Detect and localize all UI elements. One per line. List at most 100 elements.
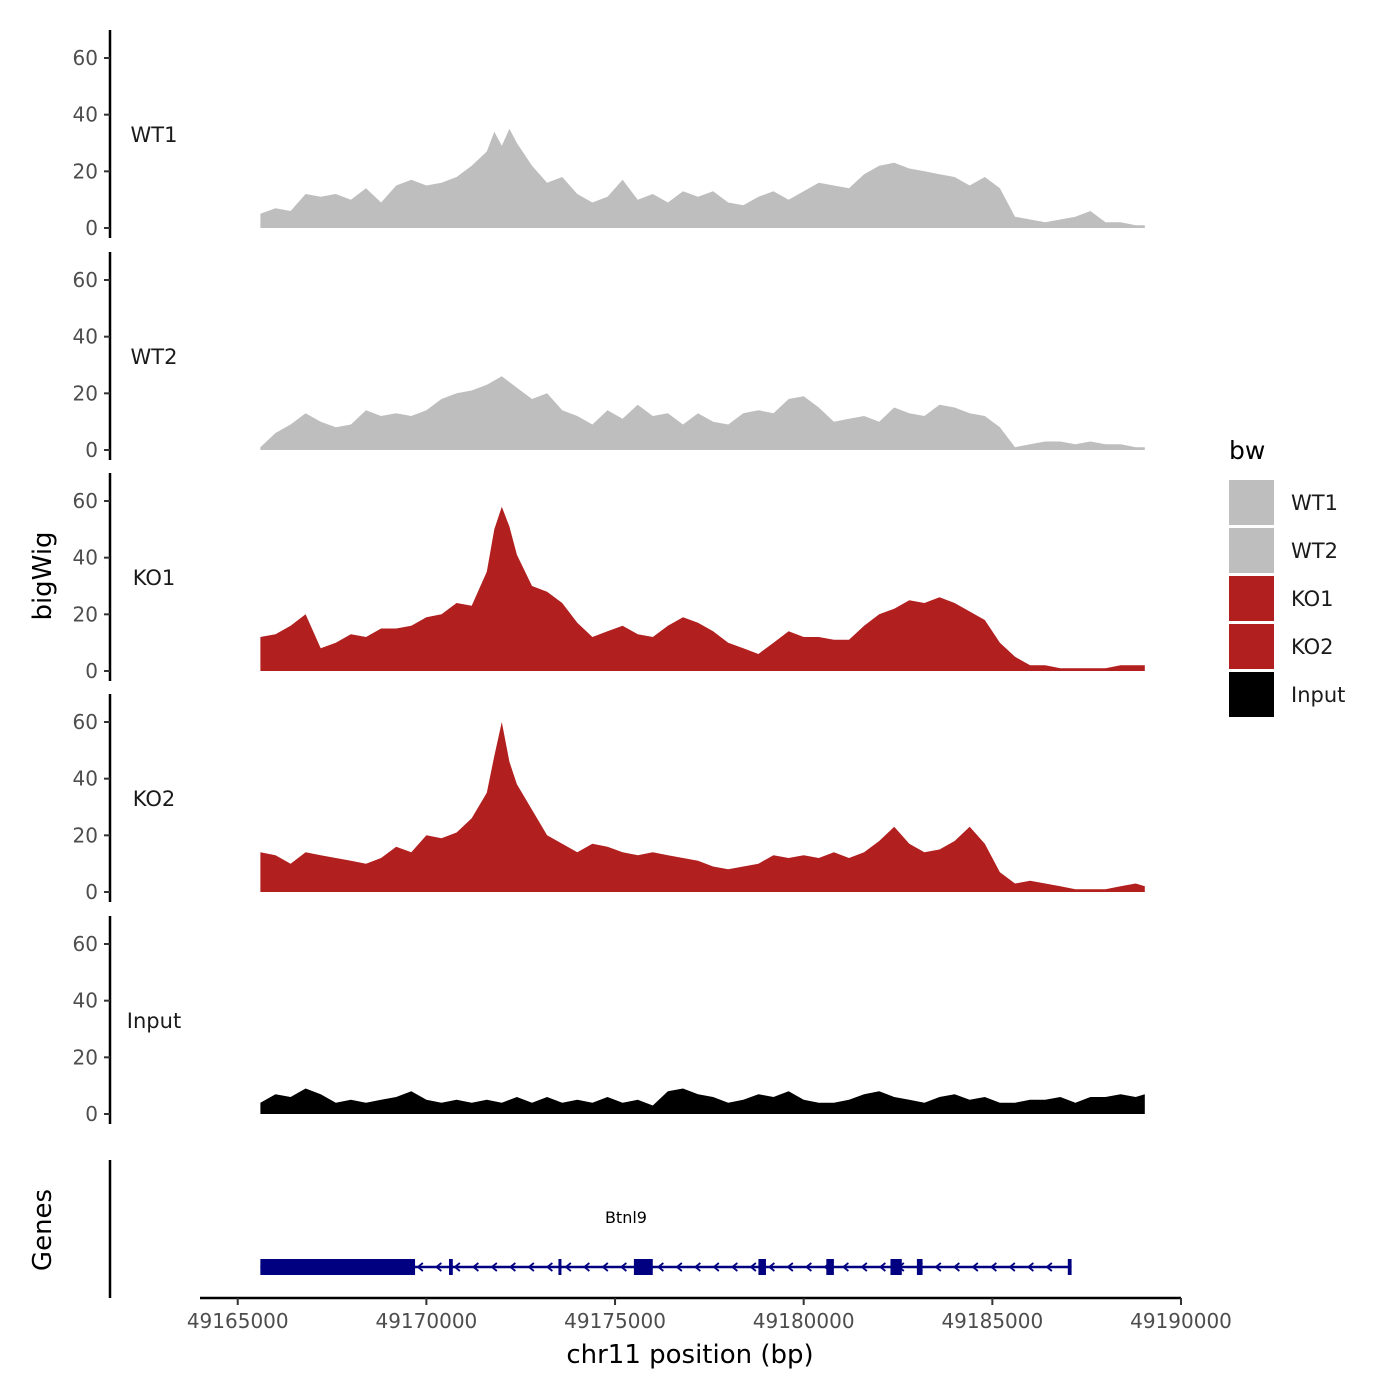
y-axis-title: bigWig xyxy=(28,531,58,620)
exon xyxy=(558,1259,562,1275)
legend-swatch-ko1 xyxy=(1229,576,1274,621)
y-tick-label: 40 xyxy=(73,325,98,349)
y-tick-label: 60 xyxy=(73,46,98,70)
strand-arrow xyxy=(693,1262,701,1272)
gene-name-label: Btnl9 xyxy=(605,1208,647,1227)
legend-swatch-wt2 xyxy=(1229,528,1274,573)
y-tick-label: 60 xyxy=(73,932,98,956)
strand-arrow xyxy=(934,1262,942,1272)
legend-swatch-input xyxy=(1229,672,1274,717)
strand-arrow xyxy=(453,1262,461,1272)
legend-label-ko2: KO2 xyxy=(1291,635,1334,659)
exon xyxy=(826,1259,834,1275)
strand-arrow xyxy=(416,1262,424,1272)
area-ko2 xyxy=(260,722,1145,892)
exon xyxy=(633,1259,653,1275)
strand-arrow xyxy=(582,1262,590,1272)
strand-arrow xyxy=(878,1262,886,1272)
strand-arrow xyxy=(730,1262,738,1272)
y-tick-label: 0 xyxy=(85,880,98,904)
strand-arrow xyxy=(749,1262,757,1272)
y-tick-label: 40 xyxy=(73,767,98,791)
track-input: 0 20 40 60 Input xyxy=(73,916,1145,1126)
track-label: WT1 xyxy=(131,123,178,147)
y-tick-label: 40 xyxy=(73,103,98,127)
strand-arrow xyxy=(1008,1262,1016,1272)
strand-arrow xyxy=(1045,1262,1053,1272)
strand-arrow xyxy=(675,1262,683,1272)
y-tick-label: 20 xyxy=(73,823,98,847)
strand-arrow xyxy=(527,1262,535,1272)
strand-arrow xyxy=(656,1262,664,1272)
track-label: Input xyxy=(127,1009,181,1033)
y-tick-label: 0 xyxy=(85,438,98,462)
area-wt1 xyxy=(260,128,1145,228)
strand-arrow xyxy=(971,1262,979,1272)
strand-arrow xyxy=(712,1262,720,1272)
x-tick-label: 49180000 xyxy=(753,1309,855,1333)
exon xyxy=(890,1259,902,1275)
y-tick-label: 40 xyxy=(73,989,98,1013)
track-wt2: 0 20 40 60 WT2 xyxy=(73,252,1145,462)
y-tick-label: 0 xyxy=(85,1102,98,1126)
x-axis: 49165000 49170000 49175000 49180000 49185000… xyxy=(187,1296,1232,1333)
exon xyxy=(916,1259,923,1275)
area-ko1 xyxy=(260,506,1145,671)
strand-arrow xyxy=(471,1262,479,1272)
track-label: KO1 xyxy=(133,566,176,590)
area-input xyxy=(260,1088,1145,1114)
strand-arrow xyxy=(952,1262,960,1272)
x-tick-label: 49165000 xyxy=(187,1309,289,1333)
y-tick-label: 20 xyxy=(73,602,98,626)
legend-label-wt1: WT1 xyxy=(1291,491,1338,515)
y-tick-label: 60 xyxy=(73,710,98,734)
strand-arrow xyxy=(786,1262,794,1272)
x-tick-label: 49185000 xyxy=(941,1309,1043,1333)
y-tick-label: 0 xyxy=(85,659,98,683)
y-tick-label: 40 xyxy=(73,546,98,570)
strand-arrow xyxy=(619,1262,627,1272)
legend-swatch-wt1 xyxy=(1229,480,1274,525)
strand-arrow xyxy=(989,1262,997,1272)
legend-label-input: Input xyxy=(1291,683,1345,707)
legend-label-wt2: WT2 xyxy=(1291,539,1338,563)
track-ko1: 0 20 40 60 KO1 xyxy=(73,473,1145,683)
exon xyxy=(260,1259,416,1275)
strand-arrow xyxy=(508,1262,516,1272)
area-wt2 xyxy=(260,376,1145,450)
x-tick-label: 49190000 xyxy=(1130,1309,1232,1333)
y-tick-label: 20 xyxy=(73,381,98,405)
strand-arrow xyxy=(804,1262,812,1272)
track-label: WT2 xyxy=(131,345,178,369)
strand-arrow xyxy=(601,1262,609,1272)
strand-arrow xyxy=(767,1262,775,1272)
strand-arrow xyxy=(434,1262,442,1272)
strand-arrow xyxy=(1026,1262,1034,1272)
track-label: KO2 xyxy=(133,787,176,811)
gene-btnl9: Btnl9 xyxy=(260,1208,1072,1275)
y-tick-label: 20 xyxy=(73,1045,98,1069)
genes-track: Btnl9 xyxy=(108,1160,1072,1298)
signal-tracks: 0 20 40 60 WT1 0 20 40 60 WT2 0 20 40 60 KO1 0 20 40 60 KO2… xyxy=(73,30,1145,1126)
track-wt1: 0 20 40 60 WT1 xyxy=(73,30,1145,240)
y-tick-label: 0 xyxy=(85,216,98,240)
strand-arrow xyxy=(490,1262,498,1272)
exon xyxy=(758,1259,766,1275)
track-ko2: 0 20 40 60 KO2 xyxy=(73,694,1145,904)
x-tick-label: 49170000 xyxy=(375,1309,477,1333)
exon xyxy=(449,1259,453,1275)
legend-title: bw xyxy=(1229,436,1265,465)
legend-swatch-ko2 xyxy=(1229,624,1274,669)
y-tick-label: 60 xyxy=(73,268,98,292)
legend-label-ko1: KO1 xyxy=(1291,587,1334,611)
strand-arrow xyxy=(841,1262,849,1272)
x-axis-title: chr11 position (bp) xyxy=(566,1340,813,1370)
strand-arrow xyxy=(545,1262,553,1272)
legend: bw WT1 WT2 KO1 KO2 Input xyxy=(1229,436,1345,717)
exon xyxy=(1067,1259,1072,1275)
y-tick-label: 20 xyxy=(73,159,98,183)
y-tick-label: 60 xyxy=(73,489,98,513)
strand-arrow xyxy=(564,1262,572,1272)
genes-axis-title: Genes xyxy=(28,1189,58,1271)
